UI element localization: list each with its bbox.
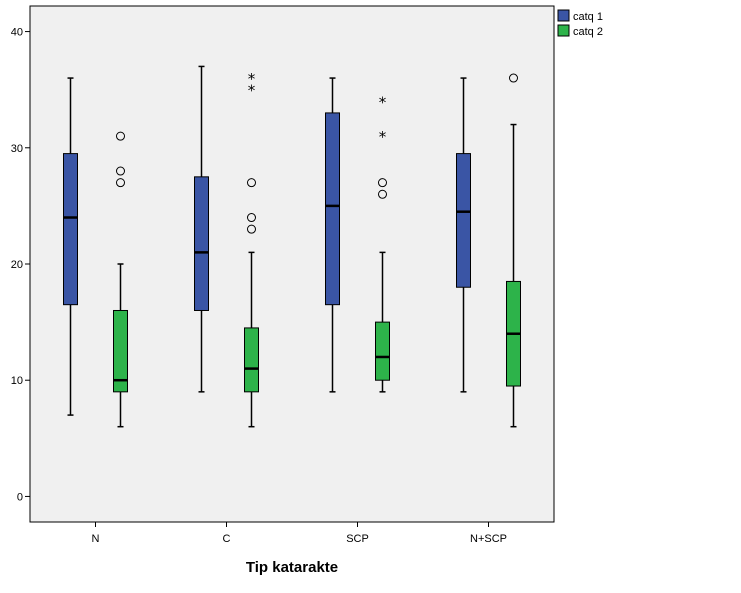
outlier-point bbox=[378, 178, 387, 188]
y-tick-label: 30 bbox=[11, 143, 23, 155]
y-tick-label: 40 bbox=[11, 27, 23, 39]
box-group bbox=[325, 77, 340, 393]
outlier-point bbox=[247, 178, 256, 188]
legend: catq 1 catq 2 bbox=[557, 9, 603, 38]
x-tick-label: N bbox=[92, 533, 100, 545]
outlier-point bbox=[509, 73, 518, 83]
y-tick-label: 0 bbox=[17, 491, 23, 503]
legend-swatch bbox=[557, 9, 570, 22]
outlier-point bbox=[116, 178, 125, 188]
extreme-point: * bbox=[379, 128, 387, 146]
box-group bbox=[456, 77, 471, 393]
extreme-point: * bbox=[248, 82, 256, 100]
x-axis: N C SCP N+SCP bbox=[92, 522, 507, 545]
x-tick-label: N+SCP bbox=[470, 533, 507, 545]
box-group: ** bbox=[244, 70, 259, 428]
box-group bbox=[63, 77, 78, 416]
box-iqr bbox=[63, 153, 78, 306]
box-iqr bbox=[456, 153, 471, 288]
box-group bbox=[506, 73, 521, 428]
legend-label: catq 1 bbox=[573, 11, 603, 23]
x-axis-title: Tip katarakte bbox=[246, 559, 338, 576]
outlier-point bbox=[378, 189, 387, 199]
box-iqr bbox=[325, 112, 340, 306]
box-group bbox=[113, 131, 128, 428]
outlier-point bbox=[247, 224, 256, 234]
box-iqr bbox=[194, 176, 209, 311]
box-iqr bbox=[113, 309, 128, 393]
outlier-point bbox=[116, 166, 125, 176]
x-tick-label: SCP bbox=[346, 533, 369, 545]
legend-label: catq 2 bbox=[573, 26, 603, 38]
y-tick-label: 20 bbox=[11, 259, 23, 271]
box-iqr bbox=[375, 321, 390, 381]
plot-background bbox=[29, 5, 555, 523]
y-axis: 0 10 20 30 40 bbox=[11, 27, 30, 503]
box-group bbox=[194, 65, 209, 393]
extreme-point: * bbox=[248, 70, 256, 88]
y-tick-label: 10 bbox=[11, 375, 23, 387]
boxes-layer: **** bbox=[63, 65, 521, 428]
legend-swatch bbox=[557, 24, 570, 37]
x-tick-label: C bbox=[223, 533, 231, 545]
outlier-point bbox=[247, 213, 256, 223]
outlier-point bbox=[116, 131, 125, 141]
box-group: ** bbox=[375, 93, 390, 393]
box-iqr bbox=[244, 327, 259, 393]
extreme-point: * bbox=[379, 93, 387, 111]
